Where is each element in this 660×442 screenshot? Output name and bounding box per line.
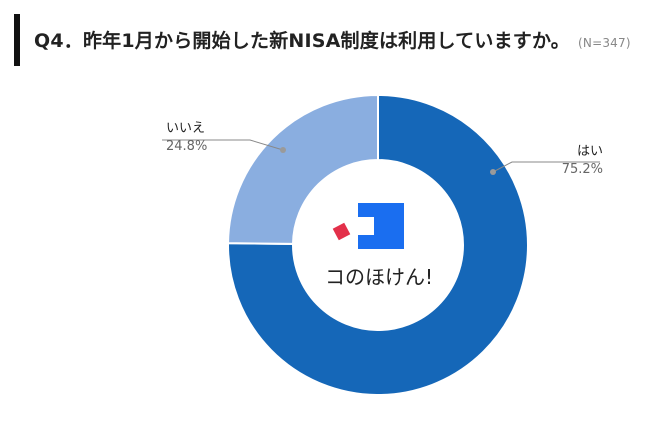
leader-lines	[162, 139, 600, 175]
title-accent-bar	[14, 14, 20, 66]
leader-yes-dot	[490, 169, 496, 175]
label-yes-name: はい	[577, 144, 603, 159]
label-yes: はい 75.2%	[562, 144, 603, 177]
chart-title: Q4．昨年1月から開始した新NISA制度は利用していますか。 (N=347)	[34, 26, 631, 53]
sample-size: (N=347)	[578, 36, 631, 50]
leader-no-dot	[280, 147, 286, 153]
slices	[226, 93, 529, 396]
label-yes-value: 75.2%	[562, 162, 603, 177]
label-no: いいえ 24.8%	[166, 121, 207, 154]
logo-red-square	[332, 222, 351, 241]
logo-blue-mark	[358, 203, 404, 249]
brand-name: コのほけん!	[325, 265, 433, 289]
brand-logo: コのほけん!	[325, 203, 433, 289]
question-text: Q4．昨年1月から開始した新NISA制度は利用していますか。	[34, 30, 571, 52]
leader-yes	[492, 161, 600, 173]
slice-yes	[227, 93, 529, 396]
label-no-value: 24.8%	[166, 139, 207, 154]
slice-no	[226, 93, 379, 245]
leader-no	[162, 139, 284, 151]
label-no-name: いいえ	[166, 121, 205, 136]
